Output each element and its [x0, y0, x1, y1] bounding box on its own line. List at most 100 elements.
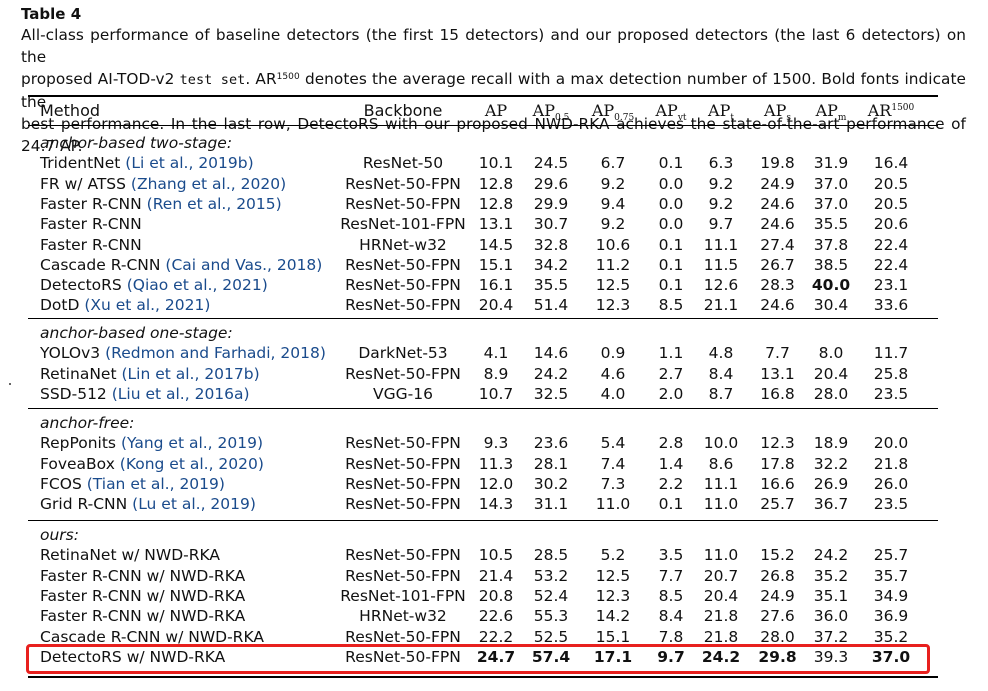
- section-rule: [28, 318, 938, 319]
- value-cell-ar1500: 37.0: [871, 647, 911, 666]
- citation-link[interactable]: (Cai and Vas., 2018): [165, 255, 323, 274]
- value-cell-ar1500: 23.1: [873, 276, 909, 295]
- table-row: RetinaNet (Lin et al., 2017b) ResNet-50-F…: [28, 364, 938, 384]
- method-cell: Faster R-CNN w/ NWD-RKA: [40, 566, 245, 586]
- method-cell: Faster R-CNN (Ren et al., 2015): [40, 194, 282, 214]
- backbone-cell: ResNet-50-FPN: [345, 276, 461, 295]
- method-cell: Faster R-CNN w/ NWD-RKA: [40, 606, 245, 626]
- method-name: TridentNet: [40, 154, 126, 173]
- citation-link[interactable]: (Li et al., 2019b): [125, 154, 254, 173]
- value-cell-ap75: 9.2: [600, 215, 626, 234]
- value-cell-ap50: 24.5: [533, 154, 569, 173]
- header-apm: APm: [815, 101, 847, 123]
- value-cell-aps: 27.6: [760, 607, 795, 626]
- value-cell-ap50: 31.1: [533, 495, 569, 514]
- value-cell-apt: 8.7: [708, 384, 734, 403]
- method-cell: Faster R-CNN: [40, 214, 142, 234]
- table-top-rule: [28, 95, 938, 97]
- backbone-cell: ResNet-50-FPN: [345, 647, 461, 666]
- header-ap75: AP0.75: [591, 101, 635, 123]
- value-cell-apm: 24.2: [813, 546, 849, 565]
- value-cell-apt: 11.1: [703, 474, 739, 493]
- citation-link[interactable]: (Xu et al., 2021): [84, 296, 211, 315]
- value-cell-apt: 8.6: [708, 454, 734, 473]
- value-cell-apvt: 1.4: [658, 454, 684, 473]
- method-name: DetectoRS w/ NWD-RKA: [40, 647, 226, 666]
- value-cell-ap75: 9.2: [600, 174, 626, 193]
- backbone-cell: ResNet-50: [362, 154, 444, 173]
- table-row: FR w/ ATSS (Zhang et al., 2020) ResNet-50…: [28, 174, 938, 194]
- method-cell: DetectoRS (Qiao et al., 2021): [40, 275, 268, 295]
- backbone-cell: ResNet-50-FPN: [345, 566, 461, 585]
- value-cell-apt: 11.1: [703, 235, 739, 254]
- backbone-cell: ResNet-101-FPN: [340, 215, 466, 234]
- value-cell-ap75: 12.3: [595, 586, 631, 605]
- citation-link[interactable]: (Qiao et al., 2021): [126, 276, 268, 295]
- value-cell-apvt: 0.1: [658, 495, 684, 514]
- value-cell-aps: 26.8: [760, 566, 795, 585]
- value-cell-apm: 35.5: [813, 215, 849, 234]
- value-cell-apm: 8.0: [818, 344, 844, 363]
- method-name: DotD: [40, 296, 85, 315]
- value-cell-aps: 19.8: [760, 154, 795, 173]
- citation-link[interactable]: (Liu et al., 2016a): [111, 384, 250, 403]
- table-row: YOLOv3 (Redmon and Farhadi, 2018) DarkNet…: [28, 343, 938, 363]
- value-cell-apvt: 0.0: [658, 194, 684, 213]
- section-title-row: anchor-based one-stage:: [28, 323, 938, 343]
- header-aps: APs: [764, 101, 791, 123]
- value-cell-ap75: 7.3: [600, 474, 626, 493]
- citation-link[interactable]: (Ren et al., 2015): [146, 194, 282, 213]
- value-cell-aps: 26.7: [760, 255, 795, 274]
- backbone-cell: DarkNet-53: [358, 344, 448, 363]
- value-cell-apvt: 0.1: [658, 154, 684, 173]
- value-cell-apt: 10.0: [703, 434, 739, 453]
- value-cell-apvt: 2.7: [658, 364, 684, 383]
- backbone-cell: HRNet-w32: [359, 607, 447, 626]
- value-cell-apm: 26.9: [813, 474, 849, 493]
- method-cell: YOLOv3 (Redmon and Farhadi, 2018): [40, 343, 326, 363]
- citation-link[interactable]: (Yang et al., 2019): [120, 434, 264, 453]
- citation-link[interactable]: (Redmon and Farhadi, 2018): [105, 344, 326, 363]
- value-cell-apt: 9.2: [708, 194, 734, 213]
- backbone-cell: ResNet-101-FPN: [340, 586, 466, 605]
- value-cell-ap: 12.0: [478, 474, 514, 493]
- value-cell-apvt: 0.1: [658, 235, 684, 254]
- table-label: Table 4: [21, 5, 82, 23]
- value-cell-apm: 18.9: [813, 434, 849, 453]
- value-cell-ar1500: 20.5: [873, 174, 909, 193]
- method-cell: FCOS (Tian et al., 2019): [40, 474, 225, 494]
- value-cell-ap75: 15.1: [595, 627, 631, 646]
- value-cell-ap75: 12.3: [595, 296, 631, 315]
- header-ar1500: AR1500: [867, 101, 915, 120]
- value-cell-apt: 8.4: [708, 364, 734, 383]
- value-cell-ap75: 9.4: [600, 194, 626, 213]
- value-cell-ap: 9.3: [483, 434, 509, 453]
- value-cell-ap: 12.8: [478, 194, 514, 213]
- backbone-cell: ResNet-50-FPN: [345, 255, 461, 274]
- header-ap: AP: [484, 101, 508, 120]
- value-cell-apvt: 8.5: [658, 586, 684, 605]
- citation-link[interactable]: (Kong et al., 2020): [119, 454, 264, 473]
- method-name: RetinaNet: [40, 364, 122, 383]
- value-cell-ap50: 30.2: [533, 474, 569, 493]
- value-cell-ap75: 5.4: [600, 434, 626, 453]
- table-row: FoveaBox (Kong et al., 2020) ResNet-50-FP…: [28, 454, 938, 474]
- backbone-cell: HRNet-w32: [359, 235, 447, 254]
- table-header-row: Method Backbone AP AP0.5 AP0.75 APvt APt…: [28, 101, 938, 123]
- header-backbone: Backbone: [363, 101, 443, 120]
- value-cell-ap75: 11.0: [595, 495, 631, 514]
- value-cell-ar1500: 20.5: [873, 194, 909, 213]
- citation-link[interactable]: (Lu et al., 2019): [132, 495, 256, 514]
- citation-link[interactable]: (Zhang et al., 2020): [130, 174, 287, 193]
- value-cell-ap: 20.8: [478, 586, 514, 605]
- citation-link[interactable]: (Lin et al., 2017b): [121, 364, 260, 383]
- method-cell: DotD (Xu et al., 2021): [40, 295, 210, 315]
- value-cell-aps: 15.2: [760, 546, 795, 565]
- method-name: Cascade R-CNN: [40, 255, 166, 274]
- citation-link[interactable]: (Tian et al., 2019): [86, 474, 225, 493]
- table-row: RetinaNet w/ NWD-RKA ResNet-50-FPN 10.5 28.…: [28, 545, 938, 565]
- value-cell-aps: 25.7: [760, 495, 795, 514]
- value-cell-ap50: 14.6: [533, 344, 569, 363]
- backbone-cell: VGG-16: [373, 384, 433, 403]
- value-cell-ap: 15.1: [478, 255, 514, 274]
